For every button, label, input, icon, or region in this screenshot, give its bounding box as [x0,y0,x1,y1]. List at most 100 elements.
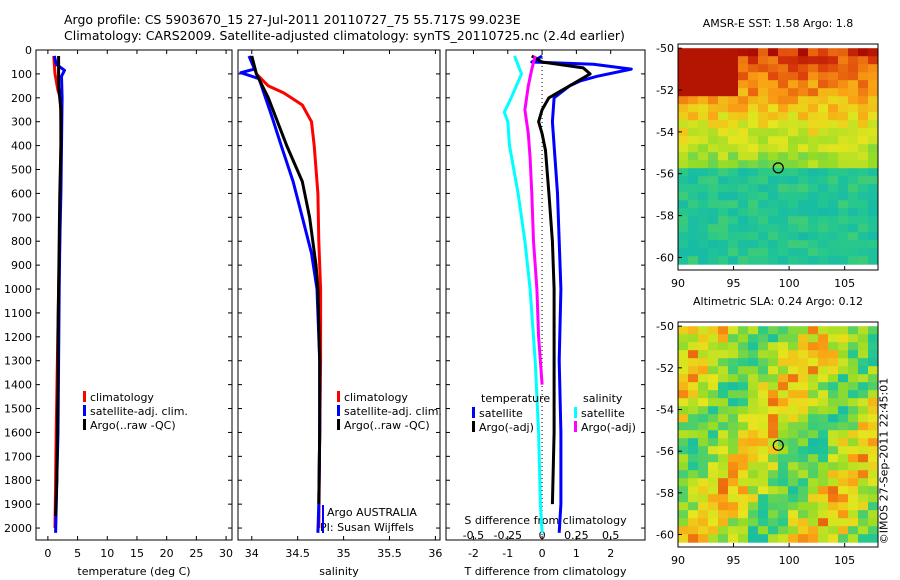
map-cell [758,136,769,145]
map-cell [698,104,709,113]
map-cell [688,64,699,73]
map-cell [738,350,749,359]
map-cell [788,430,799,439]
map-cell [718,366,729,375]
map-cell [798,342,809,351]
map-cell [688,414,699,423]
map-cell [718,216,729,225]
map-cell [808,534,819,543]
y-tick-label: -52 [656,362,674,375]
map-cell [788,494,799,503]
map-cell [688,462,699,471]
map-cell [678,112,689,121]
x-tick-label: 34 [245,547,259,560]
map-cell [778,406,789,415]
map-cell [738,422,749,431]
map-cell [778,326,789,335]
map-cell [738,462,749,471]
map-cell [748,104,759,113]
map-cell [848,526,859,535]
map-cell [818,104,829,113]
map-cell [848,240,859,249]
map-cell [858,96,869,105]
map-cell [738,192,749,201]
map-cell [818,152,829,161]
map-cell [768,144,779,153]
map-cell [698,232,709,241]
map-cell [858,446,869,455]
map-cell [728,462,739,471]
map-cell [758,96,769,105]
map-cell [818,486,829,495]
map-cell [688,104,699,113]
map-cell [698,334,709,343]
map-cell [688,478,699,487]
map-cell [818,120,829,129]
map-cell [828,366,839,375]
map-cell [818,184,829,193]
x-axis-label: salinity [319,565,359,578]
map-cell [688,192,699,201]
map-cell [798,510,809,519]
map-cell [868,518,879,527]
map-cell [728,168,739,177]
map-cell [738,160,749,169]
map-cell [708,248,719,257]
map-cell [808,176,819,185]
map-cell [688,438,699,447]
map-cell [808,414,819,423]
argo-location-marker [772,162,784,174]
map-cell [858,438,869,447]
map-cell [828,240,839,249]
map-cell [758,48,769,57]
y-tick-label: 300 [11,116,32,129]
map-cell [788,168,799,177]
map-cell [808,366,819,375]
map-cell [688,136,699,145]
map-cell [858,112,869,121]
map-cell [818,534,829,543]
map-cell [838,184,849,193]
map-cell [838,390,849,399]
map-cell [798,326,809,335]
map-cell [728,64,739,73]
legend-label: climatology [90,391,154,404]
map-cell [688,256,699,265]
map-cell [788,534,799,543]
map-cell [808,80,819,89]
map-cell [858,72,869,81]
map-cell [838,342,849,351]
legend-swatch [574,421,577,432]
map-cell [838,414,849,423]
x-tick-label: 0 [44,547,51,560]
map-cell [708,232,719,241]
map-cell [748,240,759,249]
y-tick-label: 1400 [4,379,32,392]
map-cell [838,136,849,145]
map-cell [858,56,869,65]
map-cell [678,184,689,193]
map-cell [698,342,709,351]
map-cell [698,406,709,415]
map-cell [738,184,749,193]
map-cell [828,144,839,153]
legend-difference: temperature salinitysatelliteArgo(-adj)sa… [472,392,636,434]
map-cell [798,526,809,535]
map-cell [858,192,869,201]
map-cell [738,406,749,415]
map-cell [768,240,779,249]
map-cell [738,478,749,487]
legend-title: temperature [481,392,550,405]
map-cell [788,350,799,359]
map-cell [858,358,869,367]
map-cell [728,406,739,415]
map-cell [858,350,869,359]
map-cell [858,390,869,399]
map-cell [838,510,849,519]
map-cell [808,326,819,335]
map-cell [778,120,789,129]
map-cell [688,152,699,161]
map-cell [778,80,789,89]
map-cell [798,56,809,65]
map-cell [838,502,849,511]
